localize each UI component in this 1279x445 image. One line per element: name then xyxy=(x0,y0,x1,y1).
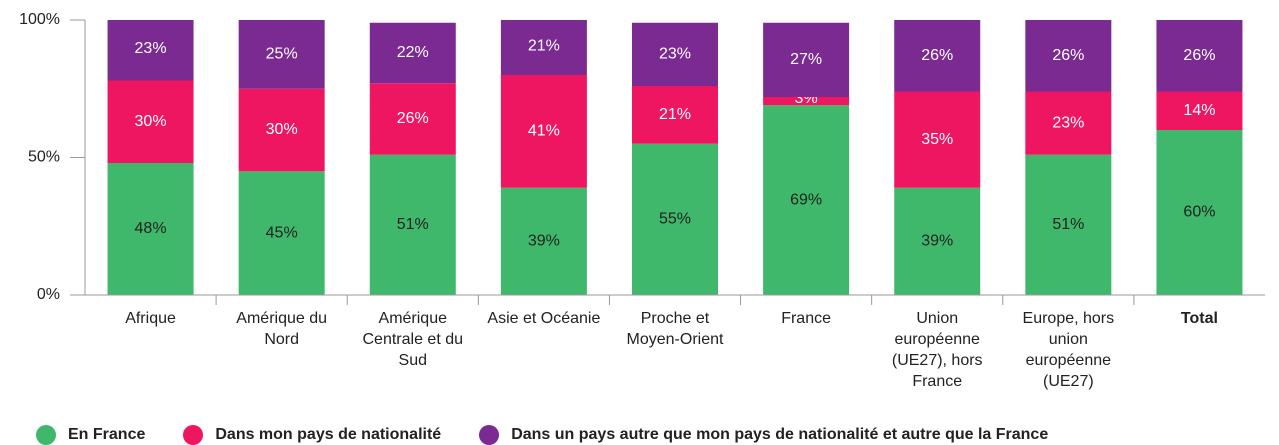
data-label: 30% xyxy=(266,121,298,138)
data-label: 51% xyxy=(397,216,429,233)
bar-segment xyxy=(632,143,718,295)
bar-segment xyxy=(369,83,456,155)
y-tick-label: 0% xyxy=(37,286,60,303)
bar-segment xyxy=(894,91,981,188)
legend-label: Dans un pays autre que mon pays de natio… xyxy=(511,426,1049,443)
bar-segment xyxy=(1156,20,1243,92)
bar-segment xyxy=(763,97,850,106)
bar-segment xyxy=(894,20,981,92)
legend-label: En France xyxy=(68,426,146,443)
bar-segment xyxy=(500,20,587,75)
bar-segment xyxy=(107,163,194,295)
bar-segment xyxy=(632,86,718,144)
bar-segment xyxy=(238,88,325,172)
data-label: 26% xyxy=(1183,47,1215,64)
data-label: 39% xyxy=(921,233,953,250)
data-label: 23% xyxy=(135,40,167,57)
data-label: 26% xyxy=(1052,47,1084,64)
legend-item: En France xyxy=(36,425,145,445)
data-label: 23% xyxy=(659,46,691,63)
data-label: 23% xyxy=(1052,114,1084,131)
y-tick-label: 50% xyxy=(28,149,60,166)
bar-segment xyxy=(632,22,718,86)
bar-segment xyxy=(238,171,325,295)
x-tick-label: Amérique du Nord xyxy=(236,310,328,348)
x-tick-label: Total xyxy=(1180,310,1218,327)
data-label: 55% xyxy=(659,211,691,228)
data-label: 45% xyxy=(266,224,298,241)
bar-segment xyxy=(1156,130,1243,295)
legend-swatch xyxy=(479,425,500,445)
bar-segment xyxy=(238,20,325,89)
bar-segment xyxy=(763,105,850,295)
x-tick-label: Europe, hors union européenne (UE27) xyxy=(1022,310,1115,390)
bar-segment xyxy=(500,75,587,188)
legend: En France Dans mon pays de nationalité Dan… xyxy=(36,425,1048,445)
x-tick-label: France xyxy=(781,310,831,327)
bar-segment xyxy=(894,187,981,295)
x-tick-label: Union européenne (UE27), hors France xyxy=(891,310,983,390)
plot-area: 48% 30% 23% 45% 30% 25% 51% 26% 22% 39% 41% 21% 55% 2… xyxy=(107,20,1243,295)
data-label: 22% xyxy=(397,44,429,61)
data-label: 51% xyxy=(1052,216,1084,233)
data-label: 26% xyxy=(397,110,429,127)
legend-swatch xyxy=(36,425,56,445)
data-label: 26% xyxy=(921,47,953,64)
legend-label: Dans mon pays de nationalité xyxy=(215,426,442,443)
x-tick-label: Asie et Océanie xyxy=(487,310,601,327)
bar-segment xyxy=(107,20,194,81)
bar-segment xyxy=(763,22,850,97)
legend-swatch xyxy=(183,425,204,445)
bar-segment xyxy=(107,80,194,163)
x-tick-label: Proche et Moyen-Orient xyxy=(626,310,724,348)
legend-item: Dans mon pays de nationalité xyxy=(183,425,441,445)
bar-segment xyxy=(1025,154,1112,295)
data-label: 21% xyxy=(528,37,560,54)
x-tick-label: Afrique xyxy=(125,310,176,327)
legend-item: Dans un pays autre que mon pays de natio… xyxy=(479,425,1048,445)
bar-segment xyxy=(500,187,587,295)
bar-segment xyxy=(1025,91,1112,155)
data-label: 35% xyxy=(921,131,953,148)
chart: 48% 30% 23% 45% 30% 25% 51% 26% 22% 39% 41% 21% 55% 2… xyxy=(19,11,1265,305)
bar-segment xyxy=(1025,20,1112,92)
data-label: 69% xyxy=(790,191,822,208)
data-label: 39% xyxy=(528,233,560,250)
data-label: 48% xyxy=(135,220,167,237)
bar-segment xyxy=(369,154,456,295)
data-label: 14% xyxy=(1183,102,1215,119)
data-label: 27% xyxy=(790,51,822,68)
y-tick-label: 100% xyxy=(19,11,60,28)
data-label: 60% xyxy=(1183,204,1215,221)
data-label: 21% xyxy=(659,106,691,123)
data-label: 30% xyxy=(135,113,167,130)
data-label: 41% xyxy=(528,123,560,140)
x-tick-label: Amérique Centrale et du Sud xyxy=(362,310,464,369)
bar-segment xyxy=(1156,91,1243,130)
data-label: 25% xyxy=(266,46,298,63)
bar-segment xyxy=(369,22,456,84)
